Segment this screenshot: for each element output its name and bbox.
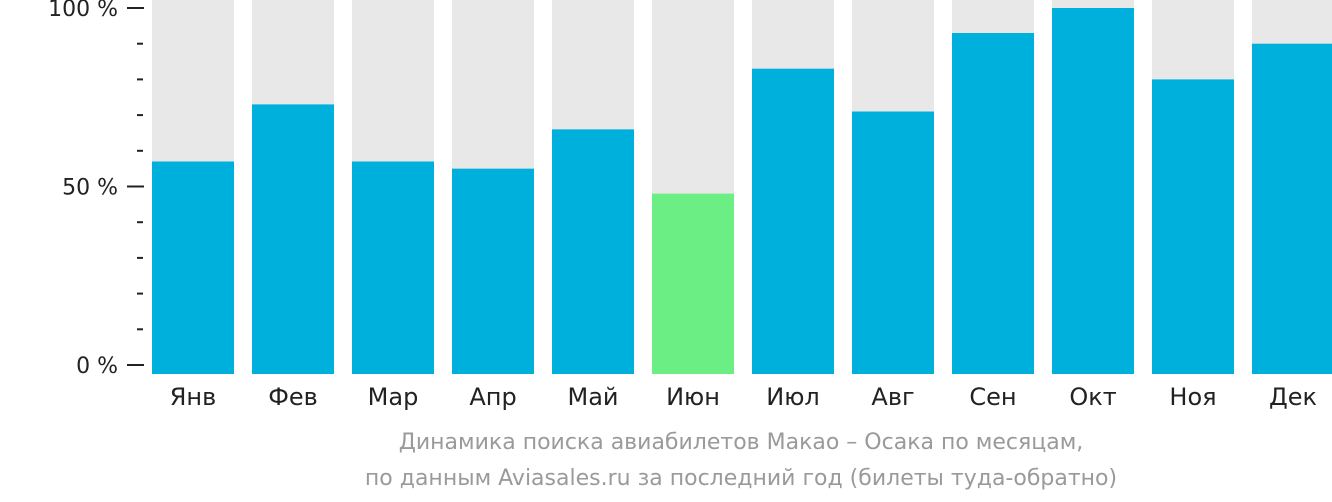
bar-3: [352, 161, 434, 374]
x-tick-label: Июл: [766, 383, 820, 411]
bar-1: [152, 161, 234, 374]
x-tick-label: Май: [567, 383, 618, 411]
y-tick-label: 0 %: [76, 354, 118, 379]
bar-2: [252, 104, 334, 374]
x-tick-label: Июн: [666, 383, 720, 411]
x-tick-label: Ноя: [1169, 383, 1216, 411]
x-tick-label: Авг: [871, 383, 914, 411]
x-tick-label: Мар: [368, 383, 419, 411]
chart-caption-line-2: по данным Aviasales.ru за последний год …: [364, 466, 1118, 491]
bar-6: [652, 193, 734, 374]
bar-10: [1052, 8, 1134, 374]
y-tick-label: 100 %: [48, 0, 118, 22]
bars: [152, 0, 1332, 375]
x-tick-label: Апр: [469, 383, 516, 411]
bar-11: [1152, 79, 1234, 375]
x-tick-label: Янв: [170, 383, 217, 411]
x-tick-label: Фев: [268, 383, 318, 411]
chart-caption-line-1: Динамика поиска авиабилетов Макао – Осак…: [398, 430, 1084, 455]
x-tick-label: Окт: [1069, 383, 1116, 411]
bar-9: [952, 32, 1034, 375]
y-tick-label: 50 %: [62, 176, 118, 201]
bar-5: [552, 129, 634, 374]
bar-7: [752, 68, 834, 374]
bar-4: [452, 168, 534, 374]
y-axis: 0 % 50 % 100 %: [48, 0, 144, 379]
x-tick-label: Сен: [969, 383, 1016, 411]
bar-12: [1252, 43, 1332, 374]
x-axis-labels: Янв Фев Мар Апр Май Июн Июл Авг Сен Окт Ноя Дек: [170, 383, 1317, 411]
bar-8: [852, 111, 934, 374]
bar-chart: 0 % 50 % 100 % Янв Фев Мар Апр Май Июн Июл Авг Сен…: [48, 0, 1332, 411]
x-tick-label: Дек: [1269, 383, 1317, 411]
